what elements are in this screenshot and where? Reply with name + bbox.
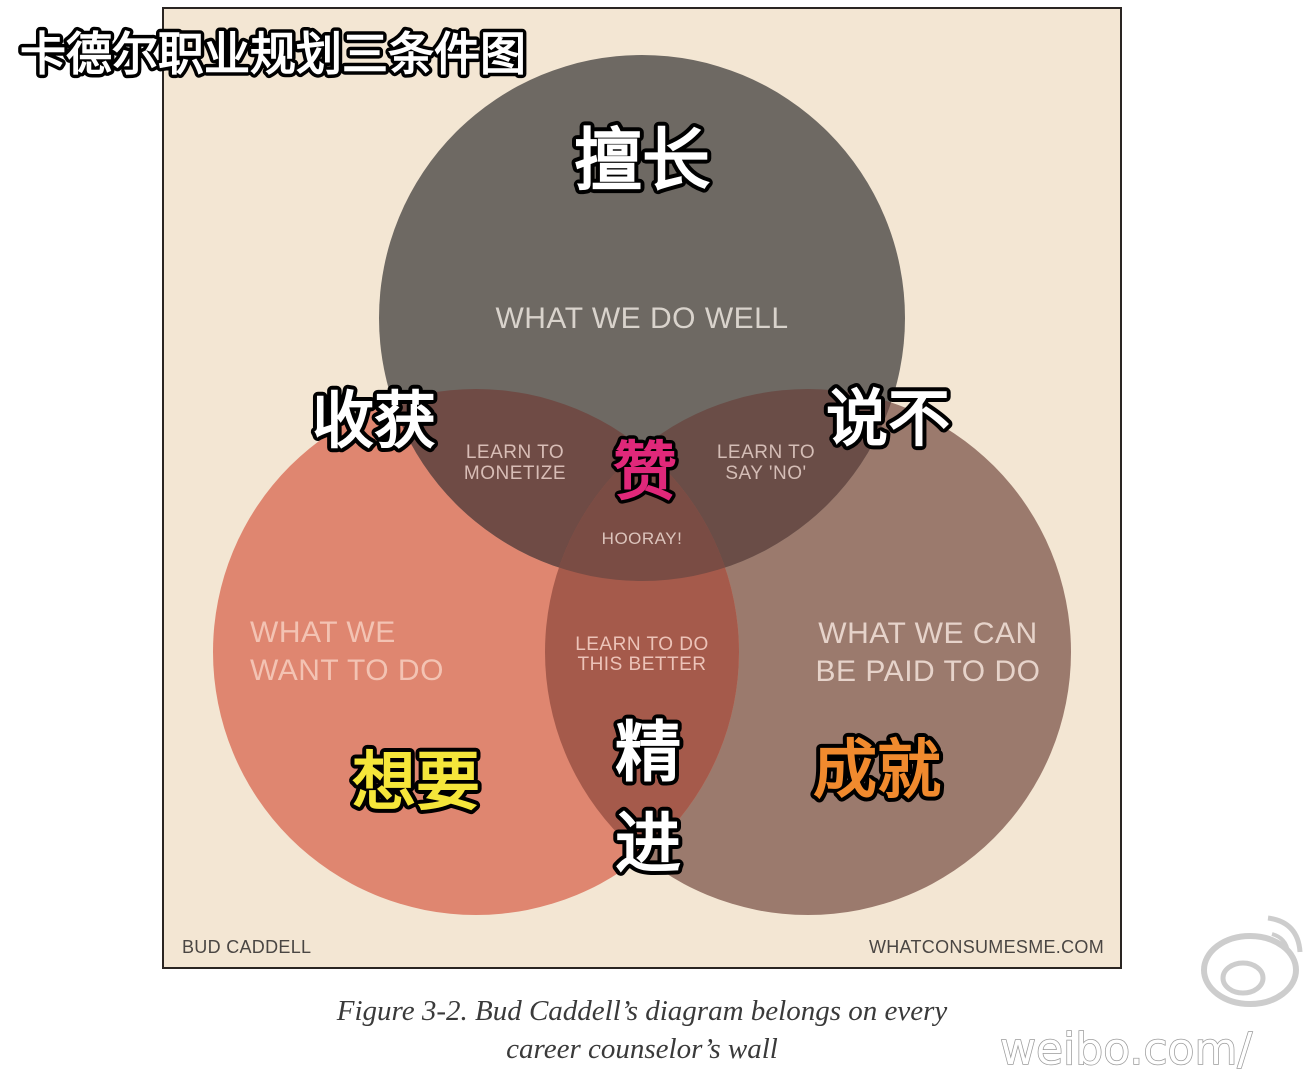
cn-label-zan: 赞 bbox=[613, 436, 677, 510]
credit-bud-caddell: BUD CADDELL bbox=[182, 937, 311, 957]
weibo-watermark: weibo.com/ bbox=[1000, 1024, 1252, 1075]
figure-caption-line1: Figure 3-2. Bud Caddell’s diagram belong… bbox=[336, 995, 948, 1027]
label-paid-line2: BE PAID TO DO bbox=[816, 655, 1041, 688]
cn-label-chengjiu: 成就 bbox=[813, 734, 941, 808]
label-monetize-line2: MONETIZE bbox=[464, 463, 566, 484]
label-monetize-line1: LEARN TO bbox=[466, 442, 564, 463]
cn-label-shouhuo: 收获 bbox=[312, 384, 436, 457]
cn-label-shanchang: 擅长 bbox=[574, 122, 710, 201]
cn-label-jin: 进 bbox=[615, 805, 681, 882]
label-say-no-line2: SAY 'NO' bbox=[725, 463, 806, 484]
weibo-logo-icon bbox=[1204, 918, 1300, 1004]
cn-label-xiangyao: 想要 bbox=[352, 746, 480, 820]
label-do-better-line1: LEARN TO DO bbox=[575, 634, 709, 655]
label-what-we-do-well: WHAT WE DO WELL bbox=[495, 302, 788, 335]
credit-website: WHATCONSUMESME.COM bbox=[869, 937, 1104, 957]
label-what-we-want-line1: WHAT WE bbox=[250, 616, 396, 649]
cn-label-jing: 精 bbox=[615, 714, 681, 791]
label-what-we-want-line2: WANT TO DO bbox=[250, 654, 444, 687]
label-hooray: HOORAY! bbox=[602, 529, 683, 548]
figure-caption-line2: career counselor’s wall bbox=[506, 1033, 778, 1065]
cn-label-shuobu: 说不 bbox=[826, 382, 950, 455]
label-paid-line1: WHAT WE CAN bbox=[818, 617, 1037, 650]
label-say-no-line1: LEARN TO bbox=[717, 442, 815, 463]
label-do-better-line2: THIS BETTER bbox=[577, 654, 706, 675]
overlay-title: 卡德尔职业规划三条件图 bbox=[20, 27, 526, 81]
